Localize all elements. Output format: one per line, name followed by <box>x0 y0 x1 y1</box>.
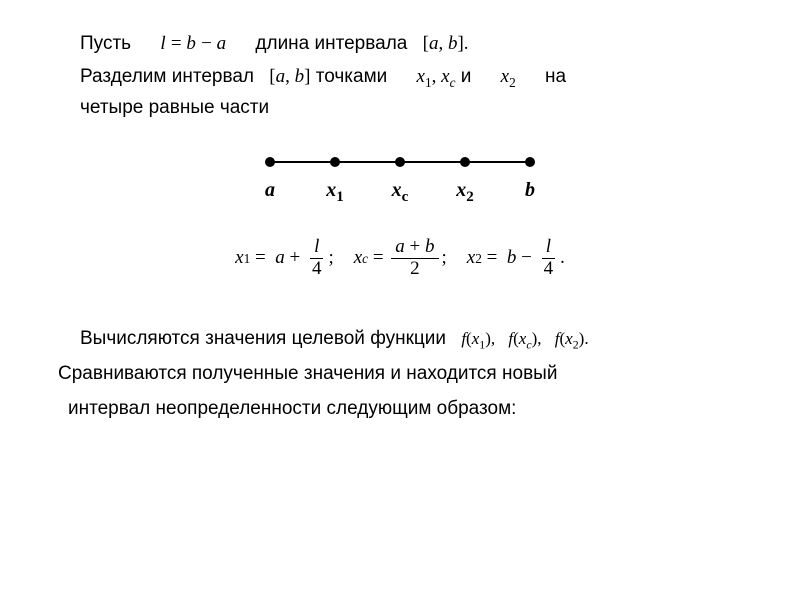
var-xc: x <box>441 66 449 87</box>
var-l: l <box>160 33 165 54</box>
text-on: на <box>545 66 566 87</box>
number-line-diagram: a x1 xc x2 b <box>40 153 760 213</box>
bracket-r: ]. <box>457 33 468 54</box>
label-xc: xc <box>392 175 409 209</box>
comma3: , <box>432 66 442 87</box>
line-four-parts: четыре равные части <box>80 94 760 123</box>
op-minus: − <box>201 33 216 54</box>
text-points: точками <box>316 66 388 87</box>
label-b: b <box>525 175 535 205</box>
op-eq: = <box>171 33 186 54</box>
line-interval-uncert: интервал неопределенности следующим обра… <box>68 395 760 424</box>
label-x2: x2 <box>456 175 474 209</box>
sub-2: 2 <box>509 74 516 89</box>
sub-1: 1 <box>425 74 432 89</box>
dot-b <box>525 157 535 167</box>
text-let: Пусть <box>80 33 131 54</box>
text-interval-uncert: интервал неопределенности следующим обра… <box>68 398 516 419</box>
dot-x2 <box>460 157 470 167</box>
label-a: a <box>265 175 275 205</box>
text-divide: Разделим интервал <box>80 66 254 87</box>
sub-c: c <box>450 74 456 89</box>
text-compared: Сравниваются полученные значения и наход… <box>58 363 557 384</box>
text-four-parts: четыре равные части <box>80 97 269 118</box>
line-computed: Вычисляются значения целевой функции f(x… <box>80 325 760 354</box>
label-x1: x1 <box>326 175 344 209</box>
formulas-block: x1 = a + l4; xc = a + b2; x2 = b − l4. <box>40 237 760 280</box>
var-b: b <box>186 33 196 54</box>
var-a3: a <box>276 66 286 87</box>
line-let: Пусть l = b − a длина интервала [a, b]. <box>80 30 760 59</box>
var-a: a <box>217 33 227 54</box>
formula-xc: xc = a + b2; <box>354 237 447 280</box>
formula-x1: x1 = a + l4; <box>235 237 334 280</box>
text-and: и <box>461 66 472 87</box>
var-x1: x <box>417 66 425 87</box>
dot-a <box>265 157 275 167</box>
var-x2: x <box>501 66 509 87</box>
text-interval-len: длина интервала <box>255 33 407 54</box>
dot-xc <box>395 157 405 167</box>
comma1: , <box>438 33 448 54</box>
comma2: , <box>285 66 295 87</box>
line-compared: Сравниваются полученные значения и наход… <box>58 360 760 389</box>
text-computed: Вычисляются значения целевой функции <box>80 328 446 349</box>
var-b3: b <box>295 66 305 87</box>
line-divide: Разделим интервал [a, b] точками x1, xc … <box>80 63 760 93</box>
dot-x1 <box>330 157 340 167</box>
bracket-r2: ] <box>304 66 310 87</box>
formula-x2: x2 = b − l4. <box>467 237 565 280</box>
